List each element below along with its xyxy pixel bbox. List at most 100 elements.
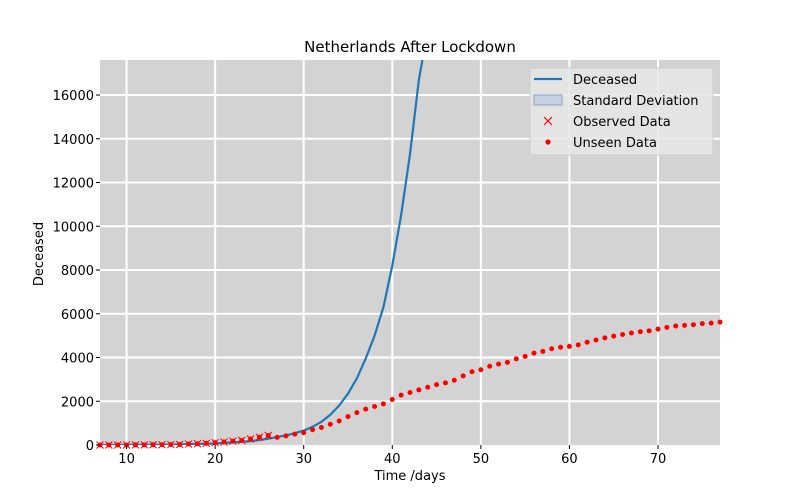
unseen-data-point (628, 330, 634, 336)
unseen-data-point (460, 373, 466, 379)
unseen-data-point (248, 436, 254, 442)
unseen-data-point (522, 353, 528, 359)
legend: Deceased Standard Deviation Observed Data U… (529, 67, 714, 156)
unseen-data-point (265, 433, 271, 439)
legend-label: Deceased (573, 73, 637, 88)
unseen-data-point (699, 321, 705, 327)
unseen-data-point (487, 363, 493, 369)
unseen-data-point (177, 441, 183, 447)
unseen-data-point (150, 442, 156, 448)
unseen-data-point (363, 406, 369, 412)
unseen-data-point (540, 348, 546, 354)
unseen-data-point (602, 335, 608, 341)
unseen-data-point (336, 418, 342, 424)
unseen-data-point (451, 377, 457, 383)
unseen-data-point (549, 346, 555, 352)
unseen-data-point (221, 439, 227, 445)
x-axis-label: Time /days (373, 469, 445, 484)
y-tick-label: 0 (86, 439, 94, 454)
unseen-data-point (256, 434, 262, 440)
unseen-data-point (708, 320, 714, 326)
x-tick-label: 20 (207, 452, 224, 467)
unseen-data-point (717, 319, 723, 325)
unseen-data-point (106, 442, 112, 448)
unseen-data-point (283, 433, 289, 439)
unseen-data-point (620, 332, 626, 338)
unseen-data-point (372, 404, 378, 409)
unseen-data-point (558, 344, 564, 350)
unseen-data-point (318, 425, 324, 430)
unseen-data-point (584, 339, 590, 345)
ticks: 10 20 30 40 50 60 70 0 2000 4000 6000 8000 10000 1200… (53, 89, 667, 467)
unseen-data-point (504, 359, 510, 365)
unseen-data-point (673, 323, 679, 329)
unseen-data-point (168, 442, 174, 448)
x-tick-label: 70 (650, 452, 667, 467)
x-tick-label: 60 (561, 452, 578, 467)
y-tick-label: 14000 (53, 133, 94, 148)
unseen-data-point (345, 414, 351, 420)
unseen-data-point (274, 434, 280, 440)
unseen-data-point (159, 442, 165, 448)
unseen-data-point (664, 324, 670, 330)
unseen-data-point (575, 342, 581, 348)
unseen-data-point (646, 328, 652, 334)
unseen-data-point (611, 333, 617, 339)
unseen-data-point (310, 427, 316, 433)
unseen-data-point (531, 350, 537, 356)
legend-label: Standard Deviation (573, 94, 698, 109)
unseen-data-point (292, 431, 298, 437)
legend-label: Unseen Data (573, 136, 657, 151)
unseen-data-point (132, 442, 138, 448)
legend-label: Observed Data (573, 115, 671, 130)
unseen-data-point (416, 387, 422, 393)
y-tick-label: 6000 (61, 308, 94, 323)
unseen-data-point (141, 442, 147, 448)
unseen-data-point (186, 441, 192, 447)
unseen-data-point (434, 382, 440, 388)
x-tick-label: 30 (295, 452, 312, 467)
y-tick-label: 2000 (61, 395, 94, 410)
x-tick-label: 40 (384, 452, 401, 467)
unseen-data-point (115, 442, 121, 448)
unseen-data-point (194, 441, 200, 447)
chart-title: Netherlands After Lockdown (304, 38, 516, 56)
unseen-data-point (513, 356, 519, 362)
unseen-data-point (301, 430, 307, 436)
y-axis-label: Deceased (32, 222, 47, 286)
unseen-data-point (407, 390, 413, 395)
y-tick-label: 8000 (61, 264, 94, 279)
unseen-data-point (212, 440, 218, 446)
y-tick-label: 4000 (61, 352, 94, 367)
unseen-data-point (230, 438, 236, 444)
unseen-data-point (425, 384, 431, 390)
y-tick-label: 16000 (53, 89, 94, 104)
legend-observed-swatch (543, 116, 553, 126)
legend-box (529, 67, 714, 156)
unseen-data-point (469, 369, 475, 375)
unseen-data-point (124, 442, 130, 448)
unseen-data-point (593, 337, 599, 343)
unseen-data-point (380, 401, 386, 407)
deceased-line (100, 60, 424, 445)
unseen-data-point (239, 437, 245, 443)
unseen-data-point (389, 397, 395, 402)
y-tick-label: 10000 (53, 220, 94, 235)
unseen-data-point (327, 421, 333, 427)
unseen-data-point (354, 410, 360, 416)
unseen-data-point (690, 322, 696, 328)
unseen-data-point (203, 440, 209, 446)
x-tick-label: 50 (473, 452, 490, 467)
legend-std-swatch (533, 94, 563, 106)
unseen-data-point (478, 367, 484, 373)
unseen-data-point (398, 392, 404, 398)
unseen-data-point (655, 326, 661, 332)
y-tick-label: 12000 (53, 177, 94, 192)
unseen-data-point (566, 343, 572, 349)
unseen-data-point (682, 322, 688, 328)
unseen-data-point (442, 380, 448, 386)
unseen-data-point (637, 329, 643, 335)
x-tick-label: 10 (118, 452, 135, 467)
legend-unseen-swatch (545, 139, 551, 145)
